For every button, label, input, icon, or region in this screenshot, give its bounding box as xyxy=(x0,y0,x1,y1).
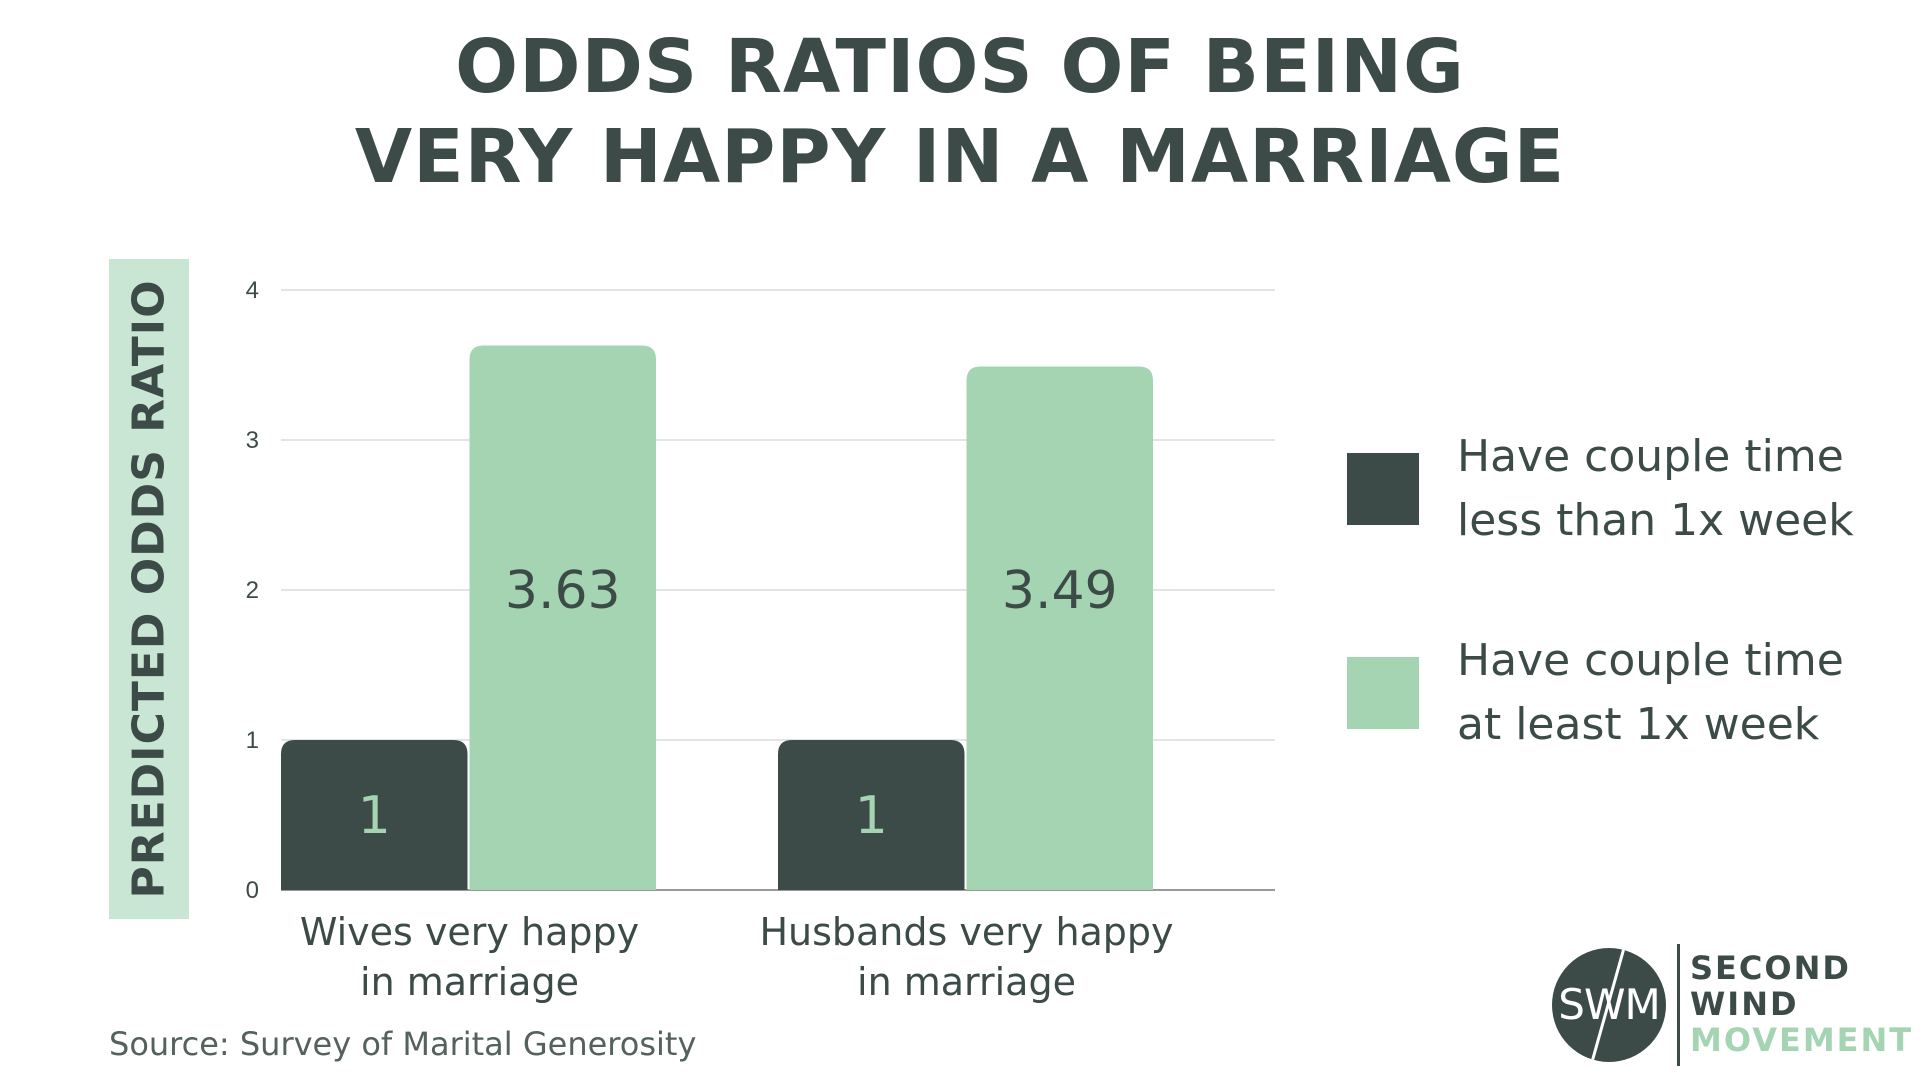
legend-label: Have couple time at least 1x week xyxy=(1457,635,1844,750)
x-category-label: in marriage xyxy=(857,960,1076,1004)
bar-value-label: 3.49 xyxy=(1002,561,1118,621)
logo-word-movement: MOVEMENT xyxy=(1690,1021,1914,1059)
chart-title: ODDS RATIOS OF BEING VERY HAPPY IN A MAR… xyxy=(0,22,1920,202)
legend-swatch-dark xyxy=(1347,453,1419,525)
bar xyxy=(778,740,965,890)
y-tick-label: 0 xyxy=(246,877,259,904)
bar xyxy=(966,366,1153,890)
y-tick-label: 3 xyxy=(246,427,259,454)
bar xyxy=(281,740,468,890)
x-category-label: Husbands very happy xyxy=(759,910,1173,954)
bar-value-label: 1 xyxy=(358,786,391,846)
logo-slash-icon xyxy=(1590,948,1626,1062)
x-category-label: in marriage xyxy=(360,960,579,1004)
bar-value-label: 3.63 xyxy=(505,561,621,621)
y-tick-label: 2 xyxy=(246,577,259,604)
logo-divider xyxy=(1677,944,1680,1066)
logo-word-wind: WIND xyxy=(1690,985,1799,1023)
bar xyxy=(469,345,656,890)
chart-title-line-2: VERY HAPPY IN A MARRIAGE xyxy=(354,114,1566,200)
x-category-label: Wives very happy xyxy=(300,910,639,954)
chart-title-line-1: ODDS RATIOS OF BEING xyxy=(455,24,1465,110)
y-tick-label: 4 xyxy=(246,277,259,304)
source-note: Source: Survey of Marital Generosity xyxy=(109,1025,697,1063)
logo-monogram-circle: SWM xyxy=(1552,948,1666,1062)
y-axis-label-box: PREDICTED ODDS RATIO xyxy=(109,259,189,919)
logo-word-second: SECOND xyxy=(1690,949,1851,987)
bar-value-label: 1 xyxy=(855,786,888,846)
logo-wordmark: SECOND WIND MOVEMENT xyxy=(1690,950,1913,1058)
brand-logo: SWM SECOND WIND MOVEMENT xyxy=(1550,940,1913,1070)
legend-swatch-light xyxy=(1347,657,1419,729)
logo-monogram: SWM xyxy=(1558,980,1660,1029)
y-tick-label: 1 xyxy=(246,727,259,754)
legend-label: Have couple time less than 1x week xyxy=(1457,431,1854,546)
